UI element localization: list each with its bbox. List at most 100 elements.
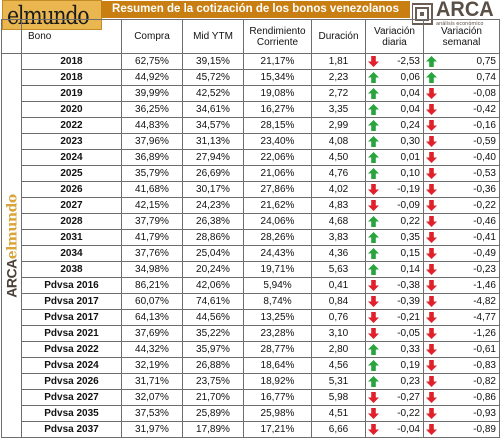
variation-value: -0,39 [397, 295, 420, 307]
arrow-up-icon [426, 56, 437, 67]
variation-value: -0,22 [397, 407, 420, 419]
variation-value: -4,82 [473, 295, 496, 307]
rendimiento-cell: 24,06% [243, 213, 312, 230]
variacion-semanal-cell: -0,61 [423, 341, 500, 358]
variacion-diaria-cell: 0,15 [365, 245, 424, 262]
variacion-semanal-cell: -0,93 [423, 405, 500, 422]
arrow-down-icon [426, 360, 437, 371]
variacion-semanal-cell: -4,82 [423, 293, 500, 310]
variacion-diaria-cell: 0,24 [365, 117, 424, 134]
bond-name: Pdvsa 2027 [21, 389, 122, 406]
bond-name: 2031 [21, 229, 122, 246]
variation-value: 0,04 [400, 87, 420, 99]
col-header: Compra [121, 19, 183, 54]
variation-value: -1,46 [473, 279, 496, 291]
variacion-semanal-cell: -0,83 [423, 357, 500, 374]
mid-ytm-cell: 42,06% [182, 277, 244, 294]
bond-name: Pdvsa 2024 [21, 357, 122, 374]
corner-cell [1, 19, 22, 54]
bond-name: Pdvsa 2016 [21, 277, 122, 294]
table-row: Pdvsa 2022 44,32% 35,97% 28,77% 2,80 0,33 -0,6… [2, 341, 500, 358]
arrow-up-icon [368, 232, 379, 243]
rendimiento-cell: 22,06% [243, 149, 312, 166]
arrow-down-icon [368, 280, 379, 291]
side-watermark: ARCAelmundo [1, 53, 22, 438]
rendimiento-cell: 17,21% [243, 421, 312, 438]
table-row: 2034 37,76% 25,04% 24,43% 4,36 0,15 -0,49 [2, 245, 500, 262]
variacion-semanal-cell: -0,53 [423, 165, 500, 182]
variation-value: -0,93 [473, 407, 496, 419]
arrow-down-icon [426, 136, 437, 147]
arrow-up-icon [368, 72, 379, 83]
compra-cell: 37,69% [121, 325, 183, 342]
variation-value: 0,22 [400, 215, 420, 227]
mid-ytm-cell: 26,88% [182, 357, 244, 374]
mid-ytm-cell: 27,94% [182, 149, 244, 166]
variacion-semanal-cell: -0,08 [423, 85, 500, 102]
rendimiento-cell: 5,94% [243, 277, 312, 294]
duracion-cell: 1,81 [311, 53, 366, 70]
compra-cell: 36,25% [121, 101, 183, 118]
arrow-up-icon [368, 216, 379, 227]
variation-value: -0,27 [397, 391, 420, 403]
variation-value: -0,09 [397, 199, 420, 211]
variacion-diaria-cell: 0,14 [365, 261, 424, 278]
rendimiento-cell: 16,27% [243, 101, 312, 118]
bond-name: Pdvsa 2037 [21, 421, 122, 438]
duracion-cell: 4,83 [311, 197, 366, 214]
table-row: 2027 42,15% 24,23% 21,62% 4,83 -0,09 -0,22 [2, 197, 500, 214]
col-header: Duración [311, 19, 366, 54]
compra-cell: 86,21% [121, 277, 183, 294]
rendimiento-cell: 16,77% [243, 389, 312, 406]
arrow-down-icon [426, 344, 437, 355]
page-title: Resumen de la cotización de los bonos ve… [101, 1, 410, 18]
mid-ytm-cell: 24,23% [182, 197, 244, 214]
col-header: Variación semanal [423, 19, 500, 54]
bond-name: 2023 [21, 133, 122, 150]
arrow-up-icon [368, 168, 379, 179]
arrow-down-icon [368, 296, 379, 307]
variation-value: 0,35 [400, 231, 420, 243]
mid-ytm-cell: 35,97% [182, 341, 244, 358]
variation-value: -0,19 [397, 183, 420, 195]
table-row: 2038 34,98% 20,24% 19,71% 5,63 0,14 -0,23 [2, 261, 500, 278]
compra-cell: 35,79% [121, 165, 183, 182]
arrow-up-icon [368, 344, 379, 355]
variacion-semanal-cell: 0,74 [423, 69, 500, 86]
variation-value: -0,82 [473, 375, 496, 387]
variation-value: -0,08 [473, 87, 496, 99]
table-row: Pdvsa 2021 37,69% 35,22% 23,28% 3,10 -0,05 -1,… [2, 325, 500, 342]
arrow-down-icon [426, 296, 437, 307]
duracion-cell: 5,63 [311, 261, 366, 278]
variation-value: -0,23 [473, 263, 496, 275]
variacion-diaria-cell: 0,10 [365, 165, 424, 182]
compra-cell: 37,53% [121, 405, 183, 422]
variacion-diaria-cell: -0,38 [365, 277, 424, 294]
arrow-down-icon [426, 280, 437, 291]
duracion-cell: 4,51 [311, 405, 366, 422]
table-row: 2028 37,79% 26,38% 24,06% 4,68 0,22 -0,46 [2, 213, 500, 230]
mid-ytm-cell: 34,57% [182, 117, 244, 134]
arrow-up-icon [368, 152, 379, 163]
mid-ytm-cell: 44,56% [182, 309, 244, 326]
rendimiento-cell: 25,98% [243, 405, 312, 422]
variation-value: 0,15 [400, 247, 420, 259]
mid-ytm-cell: 35,22% [182, 325, 244, 342]
variacion-semanal-cell: -1,26 [423, 325, 500, 342]
bond-name: 2018 [21, 69, 122, 86]
arrow-up-icon [368, 376, 379, 387]
duracion-cell: 2,72 [311, 85, 366, 102]
arrow-down-icon [426, 120, 437, 131]
compra-cell: 60,07% [121, 293, 183, 310]
duracion-cell: 4,56 [311, 357, 366, 374]
rendimiento-cell: 23,28% [243, 325, 312, 342]
arrow-down-icon [426, 264, 437, 275]
variacion-diaria-cell: -0,22 [365, 405, 424, 422]
duracion-cell: 3,10 [311, 325, 366, 342]
arrow-up-icon [368, 120, 379, 131]
arrow-up-icon [368, 248, 379, 259]
duracion-cell: 0,76 [311, 309, 366, 326]
duracion-cell: 2,99 [311, 117, 366, 134]
variation-value: 0,10 [400, 167, 420, 179]
variation-value: 0,30 [400, 135, 420, 147]
